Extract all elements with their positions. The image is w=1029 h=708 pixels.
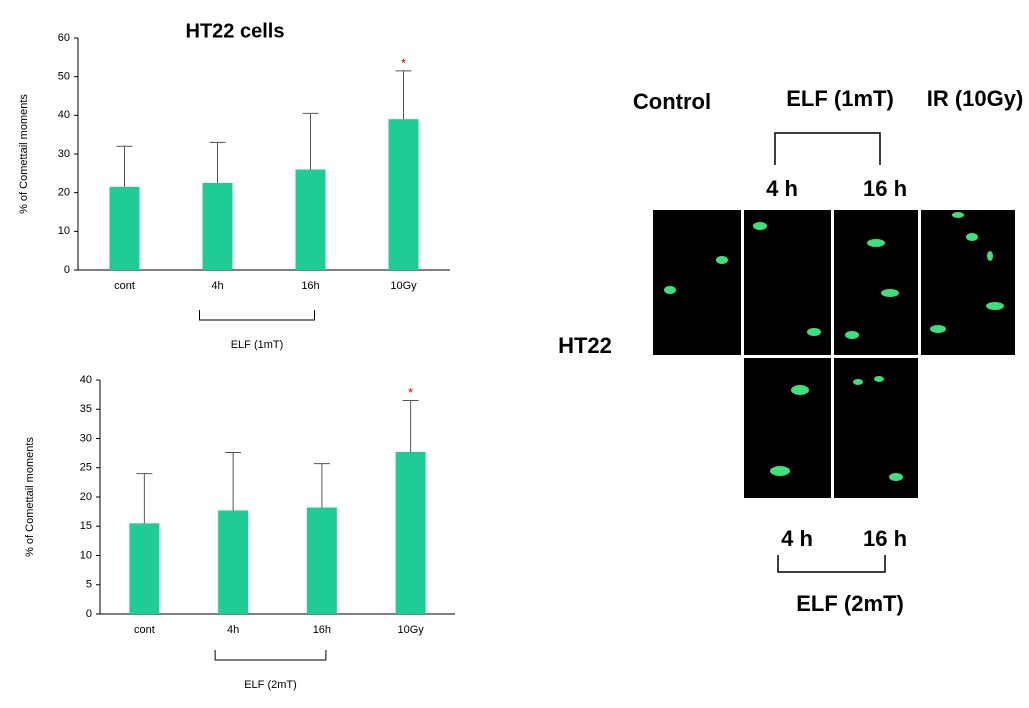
y-tick-label: 20	[80, 491, 92, 503]
bracket	[774, 132, 881, 165]
error-bar	[302, 112, 319, 170]
comet-images	[653, 210, 1015, 498]
error-bar	[402, 399, 419, 452]
y-tick-label: 5	[86, 579, 92, 591]
y-tick-label: 0	[86, 608, 92, 620]
time-label: 4 h	[766, 176, 798, 201]
y-tick-label: 0	[64, 264, 70, 276]
time-label: 4 h	[781, 526, 813, 551]
y-tick-label: 50	[58, 71, 70, 83]
bar	[295, 169, 326, 270]
y-axis-label: % of Comettail moments	[18, 94, 30, 214]
error-bar	[225, 452, 242, 511]
y-tick-label: 20	[58, 187, 70, 199]
y-tick-label: 10	[58, 225, 70, 237]
elf-2mt-label: ELF (2mT)	[796, 591, 904, 616]
bar	[395, 451, 426, 614]
row-label: HT22	[558, 333, 612, 358]
bar	[202, 183, 233, 270]
y-tick-label: 15	[80, 520, 92, 532]
bar	[109, 186, 140, 270]
y-axis-label: % of Comettail moments	[24, 437, 36, 557]
time-label: 16 h	[863, 526, 907, 551]
bracket-label: ELF (1mT)	[231, 339, 284, 351]
x-tick-label: 10Gy	[397, 624, 424, 636]
y-tick-label: 30	[58, 148, 70, 160]
x-tick-label: 10Gy	[390, 280, 417, 292]
error-bar	[395, 70, 412, 120]
y-tick-label: 25	[80, 462, 92, 474]
bar	[218, 510, 249, 614]
bar	[306, 507, 337, 614]
bar	[388, 119, 419, 270]
x-tick-label: 4h	[227, 624, 239, 636]
y-tick-label: 35	[80, 403, 92, 415]
y-tick-label: 40	[58, 109, 70, 121]
time-label: 16 h	[863, 176, 907, 201]
error-bar	[136, 473, 153, 524]
x-tick-label: 16h	[313, 624, 331, 636]
y-tick-label: 30	[80, 432, 92, 444]
error-bar	[116, 145, 133, 187]
y-tick-label: 10	[80, 549, 92, 561]
bracket	[199, 310, 315, 321]
bracket	[777, 555, 886, 573]
significance-marker: *	[401, 55, 406, 70]
x-tick-label: cont	[114, 280, 135, 292]
ir-label: IR (10Gy)	[927, 86, 1024, 111]
elf-1mt-label: ELF (1mT)	[786, 86, 894, 111]
x-tick-label: 16h	[301, 280, 319, 292]
bracket-label: ELF (2mT)	[244, 679, 297, 691]
significance-marker: *	[408, 385, 413, 400]
x-tick-label: cont	[134, 624, 155, 636]
image-panel: Control ELF (1mT) IR (10Gy) 4 h 16 h HT2…	[558, 86, 1023, 616]
y-tick-label: 40	[80, 374, 92, 386]
y-tick-label: 60	[58, 32, 70, 44]
x-tick-label: 4h	[211, 280, 223, 292]
control-label: Control	[633, 89, 711, 114]
error-bar	[209, 141, 226, 183]
chart-title: HT22 cells	[186, 20, 285, 42]
error-bar	[313, 463, 330, 508]
bracket	[214, 650, 327, 661]
bar	[129, 523, 160, 614]
